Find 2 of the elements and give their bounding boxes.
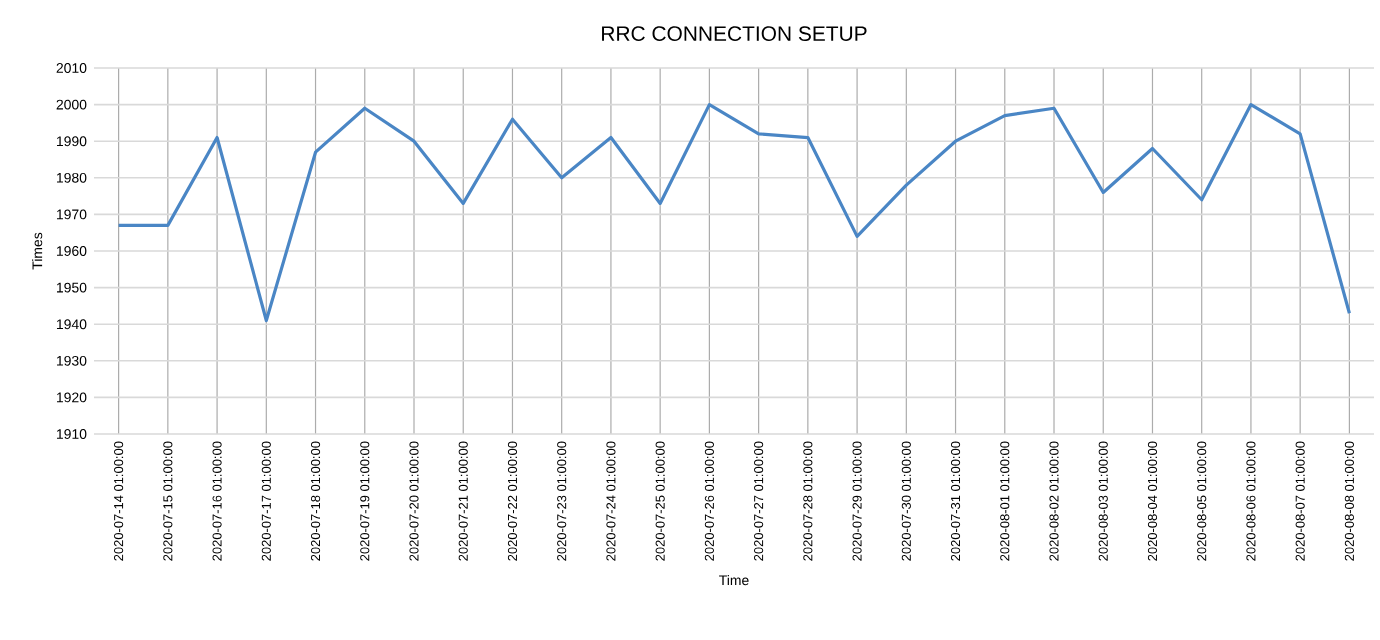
chart-title: RRC CONNECTION SETUP xyxy=(602,26,867,42)
line-series xyxy=(117,102,1351,323)
